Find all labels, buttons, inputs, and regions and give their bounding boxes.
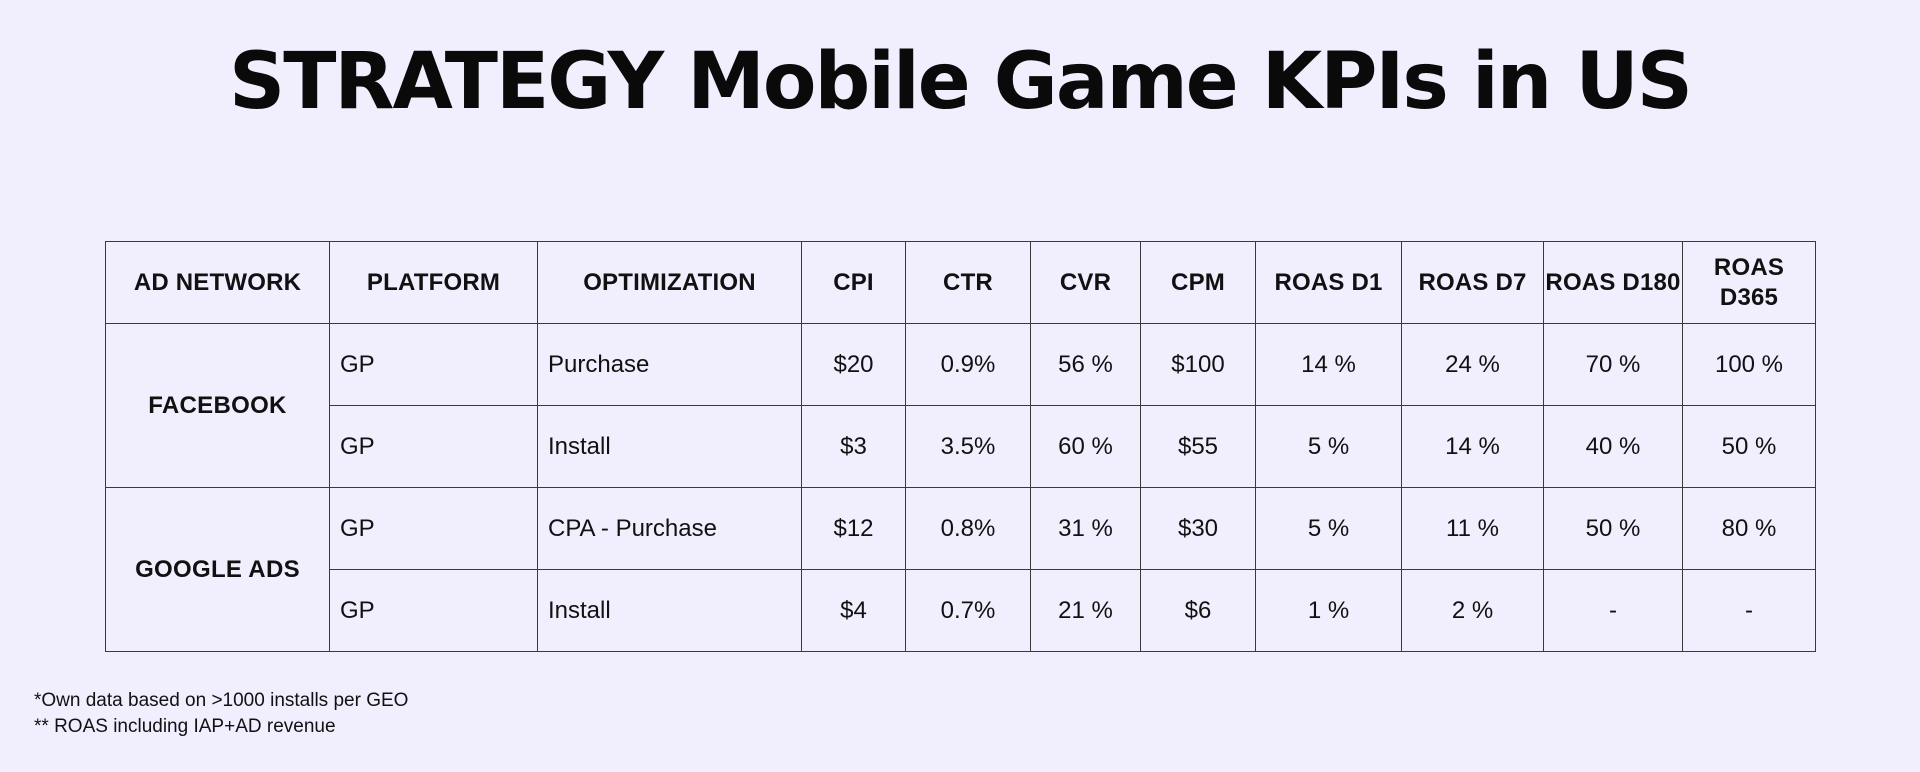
optimization-cell: Install: [537, 405, 802, 488]
roas-d7-cell: 24 %: [1401, 323, 1544, 406]
ctr-cell: 0.8%: [905, 487, 1031, 570]
roas-d365-cell: 50 %: [1682, 405, 1816, 488]
cpm-cell: $6: [1140, 569, 1256, 652]
page-title: STRATEGY Mobile Game KPIs in US: [229, 37, 1693, 127]
roas-d180-cell: 40 %: [1543, 405, 1683, 488]
cpi-cell: $4: [801, 569, 906, 652]
table-row: GP Install $3 3.5% 60 % $55 5 % 14 % 40 …: [106, 405, 1816, 488]
roas-d180-cell: 50 %: [1543, 487, 1683, 570]
roas-d7-cell: 14 %: [1401, 405, 1544, 488]
kpi-table: AD NETWORK PLATFORM OPTIMIZATION CPI CTR…: [105, 241, 1816, 652]
roas-d180-cell: 70 %: [1543, 323, 1683, 406]
header-roas-d180: ROAS D180: [1543, 241, 1683, 324]
cpm-cell: $55: [1140, 405, 1256, 488]
header-ad-network: AD NETWORK: [105, 241, 330, 324]
roas-d7-cell: 11 %: [1401, 487, 1544, 570]
ctr-cell: 0.9%: [905, 323, 1031, 406]
header-cpi: CPI: [801, 241, 906, 324]
roas-d1-cell: 5 %: [1255, 487, 1402, 570]
footnote-roas: ** ROAS including IAP+AD revenue: [34, 716, 336, 737]
header-platform: PLATFORM: [329, 241, 538, 324]
optimization-cell: CPA - Purchase: [537, 487, 802, 570]
header-roas-d365: ROAS D365: [1682, 241, 1816, 324]
roas-d7-cell: 2 %: [1401, 569, 1544, 652]
network-cell-facebook: FACEBOOK: [105, 323, 330, 488]
roas-d180-cell: -: [1543, 569, 1683, 652]
cvr-cell: 56 %: [1030, 323, 1141, 406]
platform-cell: GP: [329, 405, 538, 488]
roas-d365-cell: 80 %: [1682, 487, 1816, 570]
cpm-cell: $100: [1140, 323, 1256, 406]
ctr-cell: 0.7%: [905, 569, 1031, 652]
cpi-cell: $3: [801, 405, 906, 488]
header-roas-d7: ROAS D7: [1401, 241, 1544, 324]
optimization-cell: Install: [537, 569, 802, 652]
roas-d365-cell: -: [1682, 569, 1816, 652]
cvr-cell: 60 %: [1030, 405, 1141, 488]
roas-d1-cell: 14 %: [1255, 323, 1402, 406]
cpm-cell: $30: [1140, 487, 1256, 570]
table-row: GP Install $4 0.7% 21 % $6 1 % 2 % - -: [106, 569, 1816, 652]
platform-cell: GP: [329, 487, 538, 570]
table-row: GOOGLE ADS GP CPA - Purchase $12 0.8% 31…: [105, 487, 1816, 652]
cpi-cell: $12: [801, 487, 906, 570]
header-ctr: CTR: [905, 241, 1031, 324]
optimization-cell: Purchase: [537, 323, 802, 406]
header-roas-d1: ROAS D1: [1255, 241, 1402, 324]
footnote-own-data: *Own data based on >1000 installs per GE…: [34, 690, 409, 711]
platform-cell: GP: [329, 323, 538, 406]
cvr-cell: 31 %: [1030, 487, 1141, 570]
roas-d365-cell: 100 %: [1682, 323, 1816, 406]
header-cpm: CPM: [1140, 241, 1256, 324]
header-cvr: CVR: [1030, 241, 1141, 324]
table-row: FACEBOOK GP Purchase $20 0.9% 56 % $100 …: [105, 323, 1816, 488]
roas-d1-cell: 1 %: [1255, 569, 1402, 652]
footnotes: *Own data based on >1000 installs per GE…: [34, 688, 408, 740]
table-header-row: AD NETWORK PLATFORM OPTIMIZATION CPI CTR…: [105, 241, 1816, 324]
ctr-cell: 3.5%: [905, 405, 1031, 488]
cvr-cell: 21 %: [1030, 569, 1141, 652]
header-optimization: OPTIMIZATION: [537, 241, 802, 324]
platform-cell: GP: [329, 569, 538, 652]
roas-d1-cell: 5 %: [1255, 405, 1402, 488]
cpi-cell: $20: [801, 323, 906, 406]
network-cell-google-ads: GOOGLE ADS: [105, 487, 330, 652]
